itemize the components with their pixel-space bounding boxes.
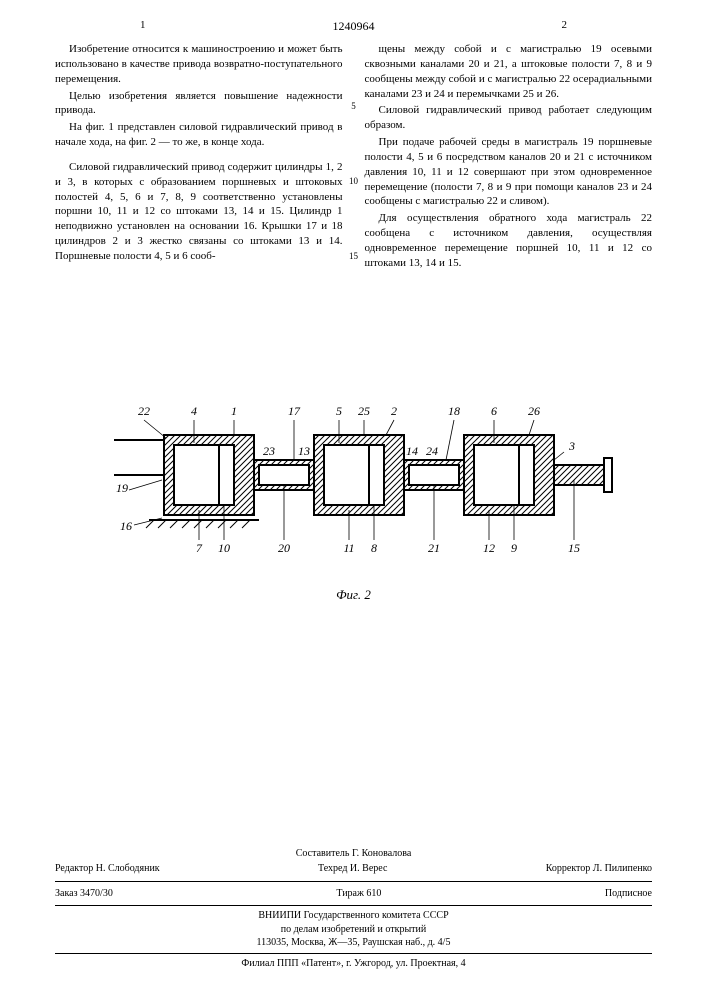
figure-svg: 22 4 1 17 5 25 2 18 6 26 3 19 16 23 13 1… — [74, 380, 634, 580]
fig-label: 16 — [120, 519, 132, 533]
fig-label: 8 — [371, 541, 377, 555]
fig-label: 24 — [426, 444, 438, 458]
paragraph: Изобретение относится к машиностроению и… — [55, 42, 343, 87]
footer-tirazh: Тираж 610 — [336, 887, 381, 901]
paragraph: Для осуществления обратного хода магистр… — [365, 211, 653, 270]
fig-label: 1 — [231, 404, 237, 418]
fig-label: 26 — [528, 404, 540, 418]
paragraph: При подаче рабочей среды в магистраль 19… — [365, 135, 653, 209]
footer-order: Заказ 3470/30 — [55, 887, 113, 901]
footer-podpisnoe: Подписное — [605, 887, 652, 901]
fig-label: 23 — [263, 444, 275, 458]
paragraph: Силовой гидравлический привод содержит ц… — [55, 160, 343, 264]
paragraph: На фиг. 1 представлен силовой гидравличе… — [55, 120, 343, 150]
doc-number: 1240964 — [0, 18, 707, 34]
fig-label: 22 — [138, 404, 150, 418]
footer-corrector: Корректор Л. Пилипенко — [546, 862, 652, 876]
paragraph: Целью изобретения является повышение над… — [55, 89, 343, 119]
fig-label: 15 — [568, 541, 580, 555]
footer-addr: 113035, Москва, Ж—35, Раушская наб., д. … — [55, 936, 652, 950]
fig-label: 3 — [568, 439, 575, 453]
footer-org: ВНИИПИ Государственного комитета СССР — [55, 909, 652, 923]
fig-label: 2 — [391, 404, 397, 418]
footer-org: по делам изобретений и открытий — [55, 923, 652, 937]
fig-label: 25 — [358, 404, 370, 418]
footer: Составитель Г. Коновалова Редактор Н. Сл… — [55, 847, 652, 971]
footer-org: Филиал ППП «Патент», г. Ужгород, ул. Про… — [55, 957, 652, 971]
fig-label: 6 — [491, 404, 497, 418]
fig-label: 10 — [218, 541, 230, 555]
fig-label: 13 — [298, 444, 310, 458]
fig-label: 4 — [191, 404, 197, 418]
fig-label: 20 — [278, 541, 290, 555]
column-left: Изобретение относится к машиностроению и… — [55, 42, 343, 273]
footer-techred: Техред И. Верес — [318, 862, 387, 876]
text-columns: Изобретение относится к машиностроению и… — [55, 42, 652, 273]
footer-editor: Редактор Н. Слободяник — [55, 862, 160, 876]
fig-label: 17 — [288, 404, 301, 418]
figure: 22 4 1 17 5 25 2 18 6 26 3 19 16 23 13 1… — [0, 380, 707, 604]
footer-compiler: Составитель Г. Коновалова — [55, 847, 652, 861]
fig-label: 12 — [483, 541, 495, 555]
fig-label: 7 — [196, 541, 203, 555]
paragraph: щены между собой и с магистралью 19 осев… — [365, 42, 653, 101]
fig-label: 14 — [406, 444, 418, 458]
fig-label: 5 — [336, 404, 342, 418]
fig-label: 9 — [511, 541, 517, 555]
fig-label: 21 — [428, 541, 440, 555]
fig-label: 18 — [448, 404, 460, 418]
column-right: щены между собой и с магистралью 19 осев… — [365, 42, 653, 273]
paragraph: Силовой гидравлический привод работает с… — [365, 103, 653, 133]
figure-caption: Фиг. 2 — [0, 586, 707, 604]
fig-label: 11 — [343, 541, 354, 555]
page-num-right: 2 — [562, 18, 568, 33]
fig-label: 19 — [116, 481, 128, 495]
